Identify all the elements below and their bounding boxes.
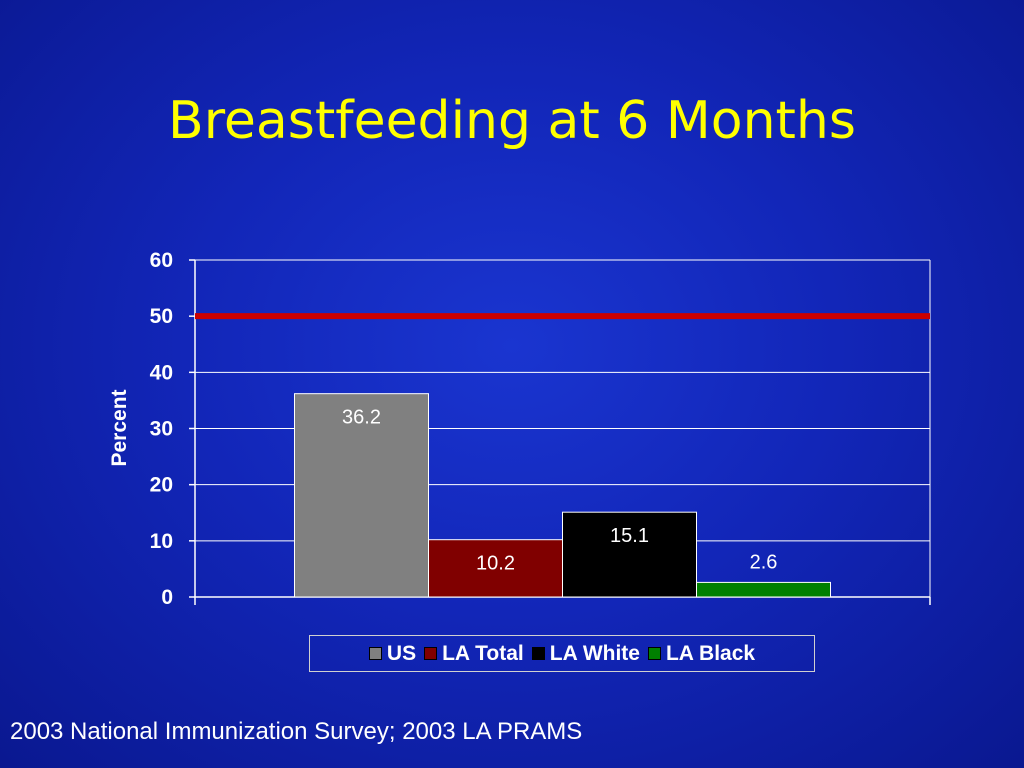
y-tick-label: 0 (161, 586, 173, 609)
bar-us (294, 393, 429, 598)
data-label-la-black: 2.6 (750, 551, 778, 573)
legend-item-us: US (368, 641, 417, 666)
data-label-la-white: 15.1 (610, 525, 649, 547)
legend-item-la-total: LA Total (424, 642, 524, 666)
legend-item-la-white: LA White (531, 641, 640, 666)
y-tick-label: 30 (150, 418, 173, 441)
bar-la-black (696, 581, 831, 598)
y-tick-label: 50 (150, 305, 173, 328)
y-tick-label: 10 (150, 530, 173, 553)
y-axis-label: Percent (108, 389, 131, 466)
y-tick-label: 60 (150, 249, 173, 272)
legend-swatch-us (368, 647, 382, 660)
legend-label-us: US (386, 641, 417, 665)
legend-label-la-black: LA Black (665, 641, 756, 665)
legend-item-la-black: LA Black (647, 641, 756, 666)
data-label-us: 36.2 (342, 407, 381, 429)
slide-title: Breastfeeding at 6 Months (168, 91, 856, 151)
y-tick-label: 40 (150, 361, 173, 384)
data-label-la-total: 10.2 (476, 553, 515, 575)
y-tick-label: 20 (150, 474, 173, 497)
source-citation: 2003 National Immunization Survey; 2003 … (10, 718, 583, 745)
legend-swatch-la-black (647, 647, 661, 660)
legend-swatch-la-total (424, 647, 438, 660)
legend-label-la-white: LA White (549, 641, 640, 665)
legend-label-la-total: LA Total (442, 641, 524, 665)
chart-legend: US LA Total LA White LA Black (309, 635, 815, 672)
legend-swatch-la-white (531, 647, 545, 660)
bar-la-total (428, 539, 563, 598)
bar-la-white (562, 511, 697, 598)
